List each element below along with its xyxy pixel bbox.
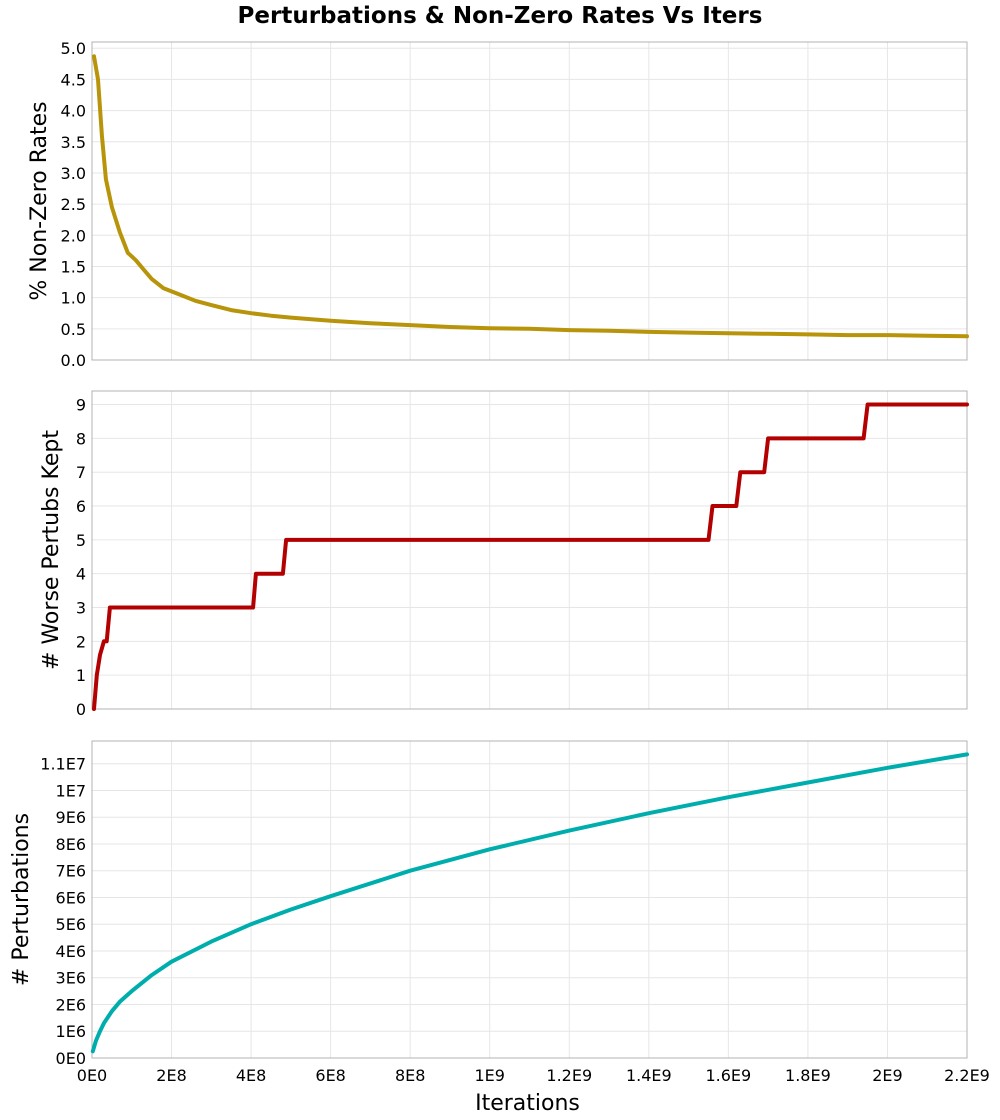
y-tick-label: 6 <box>76 497 86 516</box>
y-tick-label: 3E6 <box>56 969 86 988</box>
panel-1: 0.0 0.5 1.0 1.5 2.0 2.5 3.0 3.5 4.0 4.5 5.0 % Non-Z… <box>27 39 969 370</box>
y-tick-label: 1.5 <box>61 257 86 276</box>
y-tick-label: 5 <box>76 531 86 550</box>
y-tick-label: 2.0 <box>61 226 86 245</box>
y-tick-label: 1E6 <box>56 1022 86 1041</box>
x-tick-label: 1.2E9 <box>546 1066 592 1085</box>
y-axis-label: % Non-Zero Rates <box>27 101 52 300</box>
plot-frame <box>91 390 968 710</box>
y-tick-label: 8 <box>76 429 86 448</box>
y-tick-label: 7E6 <box>56 862 86 881</box>
x-tick-label: 1.6E9 <box>705 1066 751 1085</box>
x-tick-label: 2E9 <box>872 1066 902 1085</box>
x-tick-label: 2E8 <box>156 1066 186 1085</box>
y-tick-label: 5.0 <box>61 39 86 58</box>
y-tick-label: 1 <box>76 666 86 685</box>
y-tick-label: 0 <box>76 700 86 719</box>
y-tick-label: 1.0 <box>61 289 86 308</box>
x-tick-label: 6E8 <box>315 1066 345 1085</box>
y-tick-label: 1E7 <box>56 781 86 800</box>
y-tick-label: 7 <box>76 463 86 482</box>
chart-title: Perturbations & Non-Zero Rates Vs Iters <box>238 3 763 29</box>
y-tick-label: 3.5 <box>61 133 86 152</box>
x-tick-label: 2.2E9 <box>944 1066 990 1085</box>
panel-2: 0 1 2 3 4 5 6 7 8 9 # Worse Pertubs Kept <box>39 390 969 719</box>
series-line <box>92 54 969 339</box>
y-tick-label: 4.5 <box>61 70 86 89</box>
series-line <box>92 402 969 711</box>
y-tick-label: 0.0 <box>61 351 86 370</box>
y-axis-label: # Worse Pertubs Kept <box>39 430 64 670</box>
x-tick-label: 1.4E9 <box>626 1066 672 1085</box>
y-tick-label: 0.5 <box>61 320 86 339</box>
y-tick-label: 9E6 <box>56 808 86 827</box>
y-tick-label: 4.0 <box>61 102 86 121</box>
y-tick-label: 2.5 <box>61 195 86 214</box>
x-tick-label: 1E9 <box>474 1066 504 1085</box>
x-tick-label: 4E8 <box>236 1066 266 1085</box>
y-axis-label: # Perturbations <box>9 813 34 986</box>
plot-frame <box>91 41 968 361</box>
y-tick-label: 8E6 <box>56 835 86 854</box>
y-tick-label: 5E6 <box>56 915 86 934</box>
y-tick-label: 4E6 <box>56 942 86 961</box>
y-tick-label: 6E6 <box>56 888 86 907</box>
y-tick-label: 1.1E7 <box>40 755 86 774</box>
y-tick-label: 2 <box>76 632 86 651</box>
y-tick-label: 9 <box>76 396 86 415</box>
y-tick-label: 0E0 <box>56 1049 86 1068</box>
x-tick-label: 0E0 <box>77 1066 107 1085</box>
y-tick-label: 2E6 <box>56 995 86 1014</box>
chart-panels: 0.0 0.5 1.0 1.5 2.0 2.5 3.0 3.5 4.0 4.5 5.0 % Non-Z… <box>9 39 990 1116</box>
plot-frame <box>91 740 968 1059</box>
x-tick-label: 8E8 <box>395 1066 425 1085</box>
y-tick-label: 3.0 <box>61 164 86 183</box>
x-axis-label: Iterations <box>475 1091 580 1116</box>
x-tick-label: 1.8E9 <box>785 1066 831 1085</box>
y-tick-label: 4 <box>76 565 86 584</box>
y-tick-label: 3 <box>76 599 86 618</box>
series-line <box>90 752 969 1054</box>
panel-3: 0E0 1E6 2E6 3E6 4E6 5E6 6E6 7E6 8E6 9E6 1E7 1.1E7 # … <box>9 740 990 1116</box>
